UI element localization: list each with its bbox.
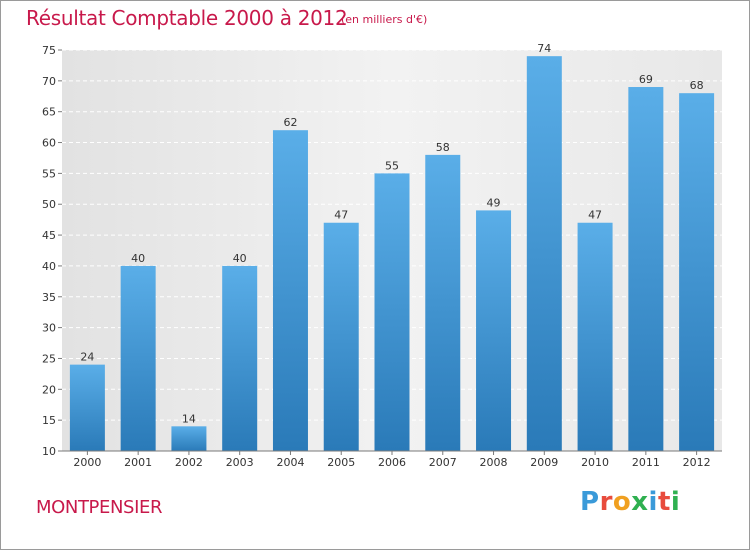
y-tick-label: 40 [42, 260, 56, 273]
data-label-2008: 49 [487, 196, 501, 209]
data-label-2005: 47 [334, 209, 348, 222]
data-label-2006: 55 [385, 159, 399, 172]
data-label-2002: 14 [182, 412, 196, 425]
bar-2010 [577, 222, 613, 451]
x-tick-label: 2001 [124, 456, 152, 469]
x-tick-label: 2005 [327, 456, 355, 469]
data-label-2009: 74 [537, 42, 551, 55]
y-tick-label: 75 [42, 44, 56, 57]
town-name: MONTPENSIER [36, 497, 163, 518]
logo-letter: x [631, 487, 649, 517]
y-tick-label: 35 [42, 291, 56, 304]
logo-letter: i [648, 487, 658, 517]
data-label-2007: 58 [436, 141, 450, 154]
chart-title: Résultat Comptable 2000 à 2012 [26, 6, 348, 30]
data-label-2011: 69 [639, 73, 653, 86]
y-tick-label: 60 [42, 137, 56, 150]
x-tick-label: 2003 [226, 456, 254, 469]
data-label-2010: 47 [588, 209, 602, 222]
y-tick-label: 25 [42, 352, 56, 365]
y-tick-label: 65 [42, 106, 56, 119]
bar-2001 [120, 265, 156, 451]
y-tick-label: 70 [42, 75, 56, 88]
y-tick-label: 10 [42, 445, 56, 458]
y-tick-label: 30 [42, 322, 56, 335]
bar-2000 [69, 364, 105, 451]
x-tick-label: 2011 [632, 456, 660, 469]
bars: 24 40 14 40 62 47 55 58 49 74 47 69 68 [69, 42, 715, 452]
data-label-2003: 40 [233, 252, 247, 265]
bar-2003 [222, 265, 258, 451]
logo-letter: o [612, 487, 632, 517]
y-tick-label: 55 [42, 167, 56, 180]
y-tick-label: 15 [42, 414, 56, 427]
logo-letter: t [657, 487, 671, 517]
y-tick-label: 50 [42, 198, 56, 211]
logo-letter: r [599, 487, 613, 517]
logo-letter: P [580, 487, 600, 517]
bar-2012 [679, 93, 715, 451]
bar-2004 [272, 130, 308, 451]
x-tick-label: 2002 [175, 456, 203, 469]
x-tick-label: 2007 [429, 456, 457, 469]
y-tick-label: 20 [42, 383, 56, 396]
bar-2009 [526, 56, 562, 452]
x-tick-label: 2009 [530, 456, 558, 469]
data-label-2000: 24 [80, 351, 94, 364]
x-tick-label: 2008 [480, 456, 508, 469]
data-label-2012: 68 [690, 79, 704, 92]
x-tick-label: 2006 [378, 456, 406, 469]
bar-2008 [476, 210, 512, 451]
x-tick-label: 2012 [683, 456, 711, 469]
bar-2007 [425, 154, 461, 451]
chart-subtitle: (en milliers d'€) [341, 13, 428, 26]
proxiti-logo: Proxiti [580, 487, 680, 517]
x-tick-label: 2010 [581, 456, 609, 469]
x-tick-label: 2000 [73, 456, 101, 469]
x-tick-label: 2004 [276, 456, 304, 469]
y-tick-label: 45 [42, 229, 56, 242]
data-label-2001: 40 [131, 252, 145, 265]
data-label-2004: 62 [283, 116, 297, 129]
bar-2006 [374, 173, 410, 451]
bar-2011 [628, 87, 664, 451]
bar-2002 [171, 426, 207, 451]
logo-letter: i [670, 487, 681, 517]
y-axis-ticks: 10 15 20 25 30 35 40 45 50 55 60 65 70 75 [42, 44, 62, 458]
x-axis-ticks: 2000 2001 2002 2003 2004 2005 2006 2007 2008 2009… [73, 451, 711, 469]
bar-2005 [323, 222, 359, 451]
